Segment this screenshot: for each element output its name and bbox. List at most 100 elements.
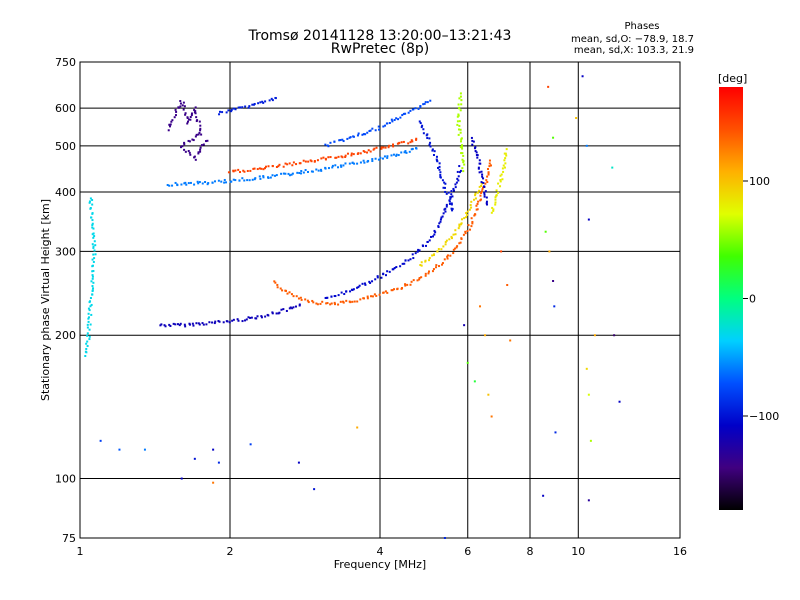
echo-point <box>92 246 95 249</box>
echo-point <box>472 140 475 143</box>
echo-point <box>211 321 214 324</box>
echo-point <box>370 295 373 298</box>
y-tick-label: 500 <box>55 140 76 153</box>
stats-heading: Phases <box>624 21 659 32</box>
echo-point <box>173 116 176 119</box>
echo-point <box>504 162 507 165</box>
echo-point <box>325 302 328 305</box>
echo-point <box>194 135 197 138</box>
echo-point <box>458 225 461 228</box>
echo-point <box>251 178 254 181</box>
echo-point <box>429 99 432 102</box>
echo-point <box>177 106 180 109</box>
echo-point <box>351 300 354 303</box>
echo-point <box>91 285 94 288</box>
echo-point <box>456 245 459 248</box>
echo-point <box>462 170 465 173</box>
echo-point <box>418 249 421 252</box>
echo-point <box>404 283 407 286</box>
echo-point <box>91 233 94 236</box>
echo-point <box>438 265 441 268</box>
echo-point <box>457 175 460 178</box>
echo-point <box>444 207 447 210</box>
echo-point <box>441 215 444 218</box>
echo-point <box>255 317 258 320</box>
echo-point <box>420 276 423 279</box>
echo-point <box>88 200 91 203</box>
echo-point <box>371 160 374 163</box>
echo-point <box>470 217 473 220</box>
echo-point <box>356 300 359 303</box>
echo-point <box>392 153 395 156</box>
echo-point <box>474 194 477 197</box>
echo-point <box>262 101 265 104</box>
echo-point <box>280 308 283 311</box>
echo-point <box>304 298 307 301</box>
echo-point <box>380 146 383 149</box>
y-axis-ticks: 75 100 200 300 400 500 600 750 <box>55 56 76 545</box>
echo-point <box>337 166 340 169</box>
echo-point <box>93 249 96 252</box>
echo-point <box>220 180 223 183</box>
echo-point <box>480 170 483 173</box>
echo-point <box>459 169 462 172</box>
echo-point <box>91 219 94 222</box>
echo-point <box>441 179 444 182</box>
echo-point <box>306 170 309 173</box>
echo-point <box>446 255 449 258</box>
echo-point <box>424 260 427 263</box>
echo-point <box>274 174 277 177</box>
echo-point <box>412 257 415 260</box>
echo-point <box>273 280 276 283</box>
colorbar-tick-label: −100 <box>749 410 779 423</box>
echo-point <box>344 162 347 165</box>
echo-point <box>477 167 480 170</box>
echo-point <box>473 214 476 217</box>
echo-point <box>274 281 277 284</box>
echo-point <box>485 202 488 205</box>
echo-point <box>475 204 478 207</box>
echo-point <box>505 154 508 157</box>
echo-point <box>384 124 387 127</box>
echo-point <box>304 169 307 172</box>
echo-point <box>333 301 336 304</box>
echo-point <box>505 148 508 151</box>
echo-point <box>448 200 451 203</box>
echo-point <box>353 300 356 303</box>
echo-point <box>458 165 461 168</box>
echo-point <box>86 334 89 337</box>
echo-point <box>322 156 325 159</box>
echo-point <box>476 202 479 205</box>
echo-point <box>93 240 96 243</box>
echo-point <box>460 138 463 141</box>
echo-point <box>91 277 94 280</box>
echo-point <box>444 182 447 185</box>
echo-point <box>295 163 298 166</box>
echo-point <box>458 242 461 245</box>
echo-point <box>454 229 457 232</box>
echo-point <box>313 488 316 491</box>
echo-point <box>330 295 333 298</box>
echo-point <box>339 300 342 303</box>
echo-point <box>284 162 287 165</box>
echo-point <box>89 305 92 308</box>
echo-point <box>269 176 272 179</box>
echo-point <box>199 150 202 153</box>
echo-point <box>450 193 453 196</box>
echo-point <box>342 140 345 143</box>
echo-point <box>544 230 547 233</box>
echo-point <box>251 103 254 106</box>
echo-point <box>419 105 422 108</box>
x-tick-label: 8 <box>527 545 534 558</box>
echo-point <box>415 147 418 150</box>
echo-point <box>392 145 395 148</box>
echo-point <box>234 108 237 111</box>
echo-point <box>368 130 371 133</box>
echo-point <box>188 151 191 154</box>
echo-point <box>469 204 472 207</box>
echo-point <box>176 184 179 187</box>
echo-point <box>488 159 491 162</box>
echo-point <box>192 139 195 142</box>
echo-point <box>485 196 488 199</box>
echo-point <box>90 280 93 283</box>
